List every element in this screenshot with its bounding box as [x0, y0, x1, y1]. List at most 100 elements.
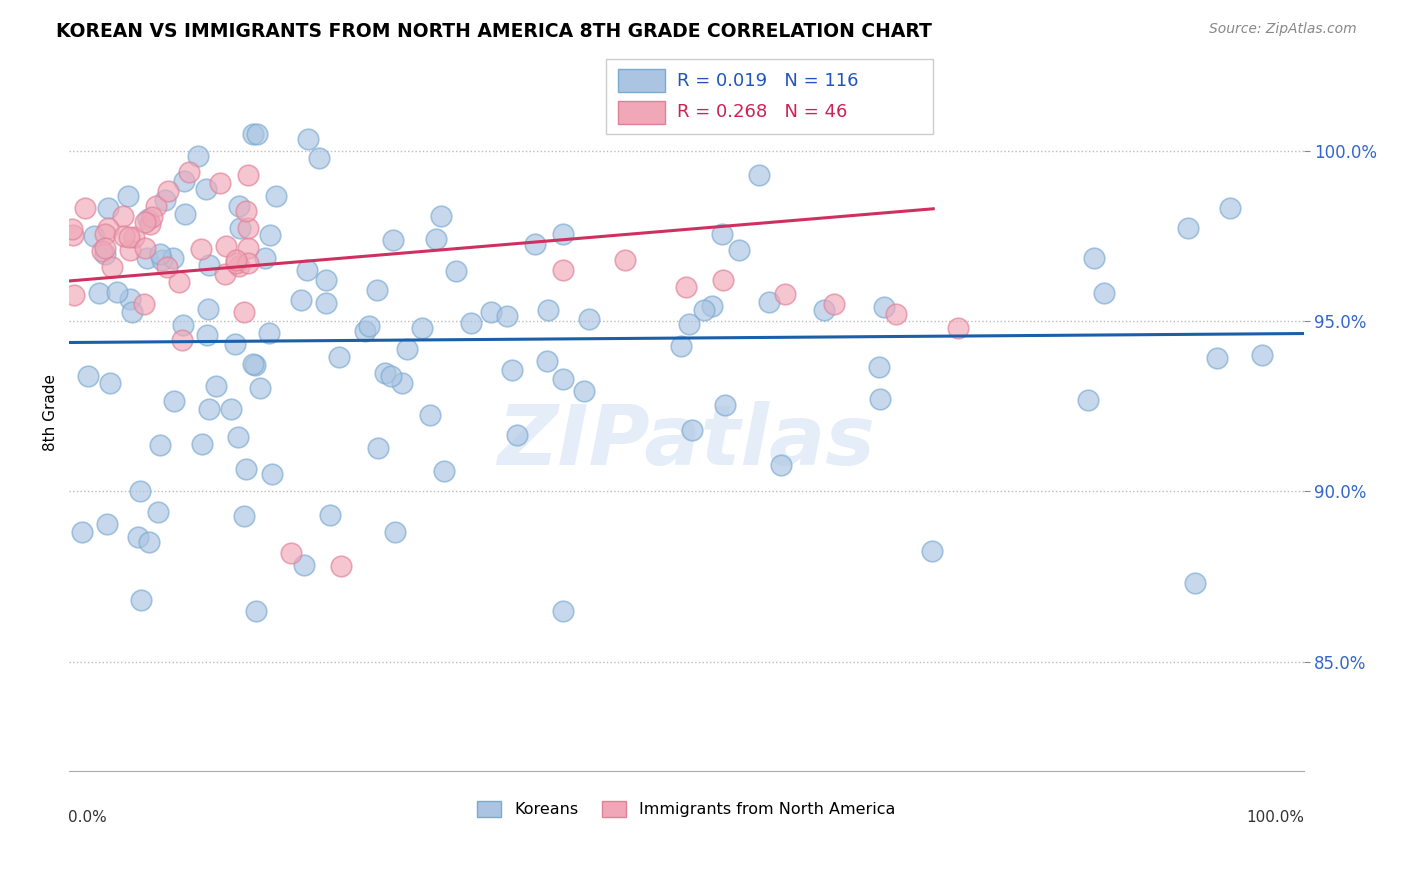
- Point: [773, 286, 796, 301]
- Text: R = 0.268   N = 46: R = 0.268 N = 46: [676, 103, 846, 121]
- Point: [134, 241, 156, 255]
- Text: 0.0%: 0.0%: [67, 810, 107, 825]
- Point: [254, 251, 277, 265]
- Point: [141, 210, 163, 224]
- Point: [221, 401, 243, 416]
- Point: [946, 320, 969, 334]
- Point: [315, 296, 337, 310]
- Point: [374, 366, 396, 380]
- Point: [329, 559, 352, 574]
- Point: [384, 524, 406, 539]
- FancyBboxPatch shape: [606, 59, 934, 134]
- Point: [235, 461, 257, 475]
- Point: [430, 209, 453, 223]
- Point: [173, 207, 195, 221]
- Point: [444, 264, 467, 278]
- Point: [94, 241, 117, 255]
- Point: [551, 227, 574, 241]
- Point: [280, 546, 302, 560]
- Point: [506, 428, 529, 442]
- Point: [357, 319, 380, 334]
- Point: [551, 603, 574, 617]
- Point: [613, 252, 636, 267]
- Point: [353, 324, 375, 338]
- Point: [156, 184, 179, 198]
- Point: [496, 309, 519, 323]
- Point: [366, 283, 388, 297]
- Point: [135, 251, 157, 265]
- Point: [225, 253, 247, 268]
- Point: [122, 230, 145, 244]
- Point: [242, 127, 264, 141]
- Point: [242, 357, 264, 371]
- Point: [713, 273, 735, 287]
- Point: [235, 204, 257, 219]
- Point: [551, 262, 574, 277]
- Point: [1083, 251, 1105, 265]
- Point: [118, 230, 141, 244]
- Point: [713, 398, 735, 412]
- Point: [868, 360, 890, 375]
- Point: [1184, 576, 1206, 591]
- Point: [727, 243, 749, 257]
- Point: [238, 168, 260, 182]
- FancyBboxPatch shape: [619, 70, 665, 93]
- Text: 100.0%: 100.0%: [1247, 810, 1305, 825]
- Point: [710, 227, 733, 242]
- Point: [693, 302, 716, 317]
- Point: [63, 287, 86, 301]
- Point: [105, 285, 128, 299]
- Point: [238, 241, 260, 255]
- Point: [578, 312, 600, 326]
- Point: [134, 215, 156, 229]
- Point: [127, 530, 149, 544]
- Point: [170, 333, 193, 347]
- Point: [96, 516, 118, 531]
- Point: [121, 305, 143, 319]
- Point: [198, 402, 221, 417]
- Point: [681, 423, 703, 437]
- Point: [257, 326, 280, 340]
- Point: [93, 246, 115, 260]
- Point: [824, 297, 846, 311]
- Point: [191, 437, 214, 451]
- Point: [245, 603, 267, 617]
- Point: [150, 253, 173, 268]
- Point: [1177, 220, 1199, 235]
- Point: [149, 247, 172, 261]
- Point: [1205, 351, 1227, 365]
- Point: [139, 218, 162, 232]
- Point: [145, 199, 167, 213]
- Point: [228, 259, 250, 273]
- Point: [921, 544, 943, 558]
- Point: [97, 201, 120, 215]
- Point: [118, 292, 141, 306]
- Point: [238, 256, 260, 270]
- Point: [308, 151, 330, 165]
- Point: [112, 209, 135, 223]
- Point: [700, 299, 723, 313]
- Y-axis label: 8th Grade: 8th Grade: [44, 375, 58, 451]
- Point: [118, 243, 141, 257]
- Point: [156, 260, 179, 274]
- Point: [214, 267, 236, 281]
- Point: [411, 321, 433, 335]
- Point: [238, 221, 260, 235]
- Point: [259, 227, 281, 242]
- Point: [869, 392, 891, 406]
- Text: R = 0.019   N = 116: R = 0.019 N = 116: [676, 72, 858, 90]
- Point: [315, 273, 337, 287]
- Point: [228, 199, 250, 213]
- Point: [90, 244, 112, 258]
- Point: [205, 379, 228, 393]
- Point: [328, 350, 350, 364]
- FancyBboxPatch shape: [619, 101, 665, 124]
- Point: [233, 508, 256, 523]
- Point: [94, 227, 117, 241]
- Text: KOREAN VS IMMIGRANTS FROM NORTH AMERICA 8TH GRADE CORRELATION CHART: KOREAN VS IMMIGRANTS FROM NORTH AMERICA …: [56, 22, 932, 41]
- Point: [1077, 393, 1099, 408]
- Point: [101, 260, 124, 274]
- Point: [198, 258, 221, 272]
- Point: [177, 165, 200, 179]
- Point: [572, 384, 595, 398]
